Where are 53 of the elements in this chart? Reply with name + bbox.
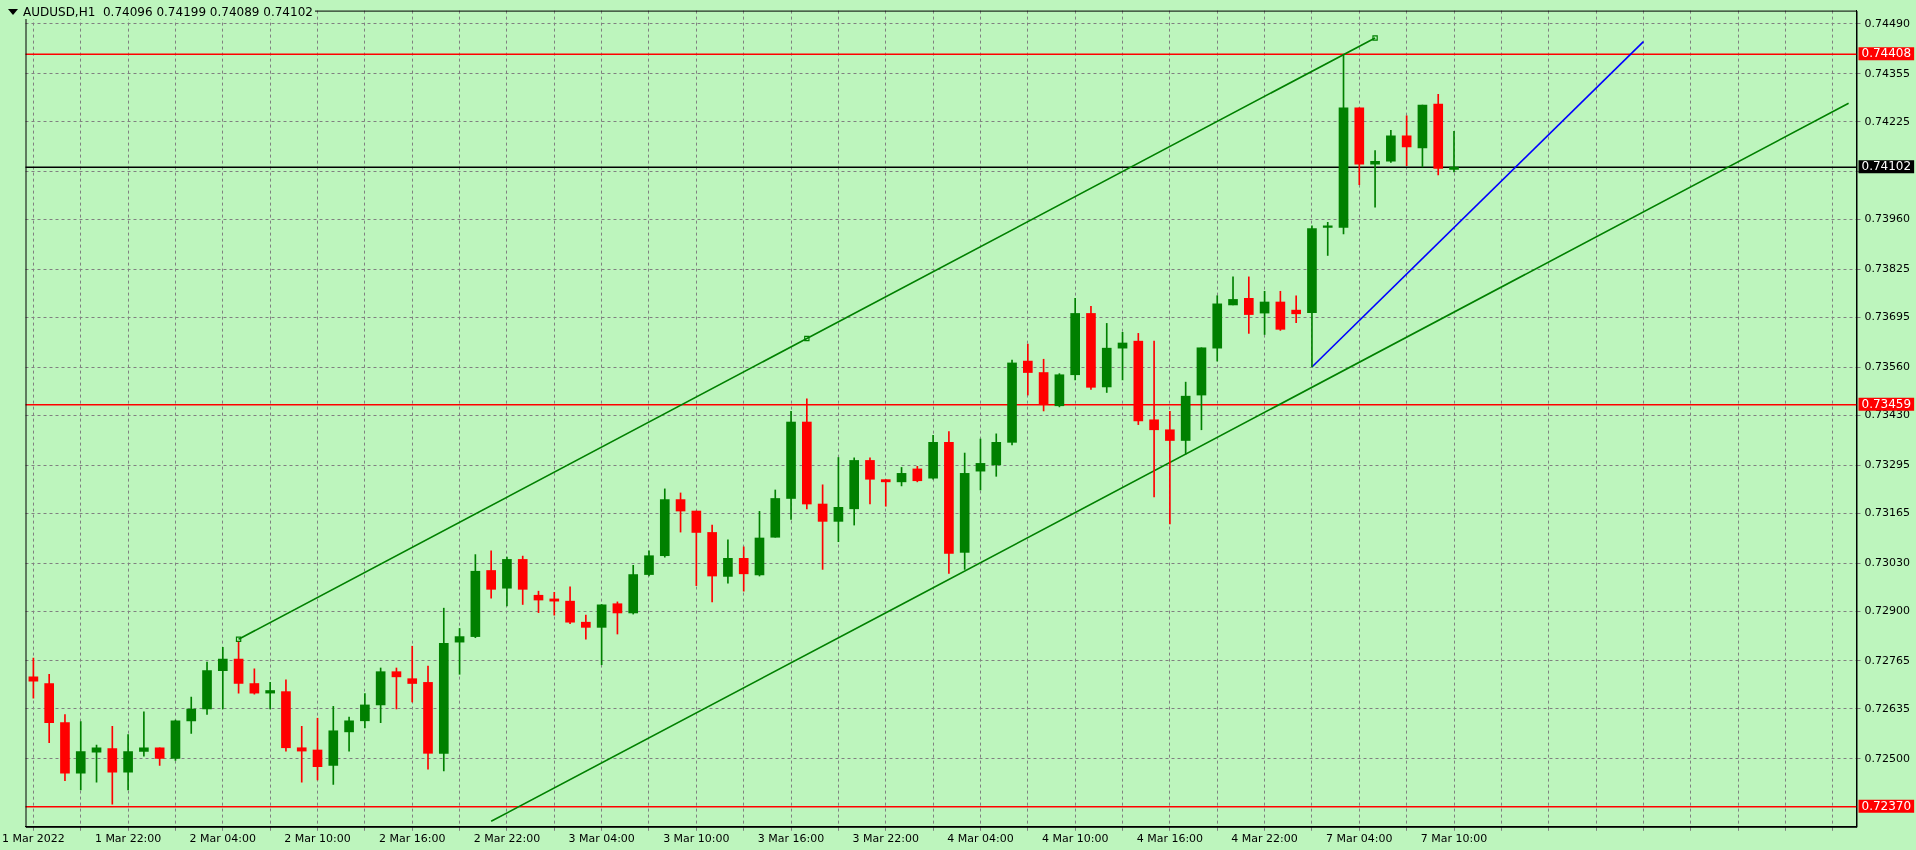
y-tick-label: 0.73165 xyxy=(1864,506,1911,520)
candlestick xyxy=(1165,410,1175,525)
candlestick xyxy=(1322,221,1333,256)
x-tick-label: 2 Mar 04:00 xyxy=(189,832,257,846)
point xyxy=(235,636,242,642)
x-tick-label: 3 Mar 22:00 xyxy=(852,832,919,846)
y-tick-label: 0.73295 xyxy=(1864,458,1911,472)
y-tick-label: 0.74490 xyxy=(1864,16,1911,30)
x-tick-label: 1 Mar 22:00 xyxy=(94,832,162,846)
x-tick-label: 3 Mar 10:00 xyxy=(663,832,730,846)
y-tick-label: 0.72900 xyxy=(1864,603,1911,617)
x-tick-label: 4 Mar 10:00 xyxy=(1041,832,1109,846)
candlestick xyxy=(880,479,891,507)
candlestick xyxy=(1291,295,1301,324)
y-tick-label: 0.74355 xyxy=(1864,66,1911,80)
x-tick-label: 4 Mar 16:00 xyxy=(1136,832,1204,846)
x-tick-label: 1 Mar 2022 xyxy=(2,832,65,846)
x-tick-label: 3 Mar 16:00 xyxy=(757,832,825,846)
point xyxy=(804,335,810,342)
candlestick xyxy=(217,646,228,710)
candlestick xyxy=(1228,276,1238,306)
candlestick xyxy=(265,682,275,710)
x-tick-label: 2 Mar 16:00 xyxy=(379,832,446,846)
candlestick xyxy=(1370,150,1380,208)
y-tick-label: 0.73560 xyxy=(1864,360,1911,374)
candlestick xyxy=(581,614,591,640)
candlestick xyxy=(1022,343,1033,396)
candlestick xyxy=(407,645,418,703)
y-tick-label: 0.73695 xyxy=(1864,310,1911,324)
x-tick-label: 7 Mar 04:00 xyxy=(1326,832,1393,846)
y-tick-label: 0.72635 xyxy=(1864,701,1911,715)
chart-title: AUDUSD,H1 0.74096 0.74199 0.74089 0.74102 xyxy=(23,5,313,19)
ref-line-label: 0.74408 xyxy=(1861,46,1912,61)
y-tick-label: 0.74225 xyxy=(1864,114,1911,128)
x-tick-label: 4 Mar 04:00 xyxy=(947,832,1014,846)
ref-line-label: 0.72370 xyxy=(1861,798,1912,813)
candlestick xyxy=(296,726,307,783)
x-tick-label: 7 Mar 10:00 xyxy=(1420,832,1488,846)
x-tick-label: 4 Mar 22:00 xyxy=(1231,832,1298,846)
y-tick-label: 0.73030 xyxy=(1864,555,1911,569)
y-tick-label: 0.73960 xyxy=(1864,212,1911,226)
ref-line-label: 0.73459 xyxy=(1861,396,1912,411)
point xyxy=(1372,35,1378,41)
y-tick-label: 0.73825 xyxy=(1864,262,1911,276)
y-tick-label: 0.73430 xyxy=(1864,408,1911,422)
y-tick-label: 0.72500 xyxy=(1864,751,1911,765)
x-tick-label: 2 Mar 10:00 xyxy=(284,832,351,846)
candlestick xyxy=(139,711,149,757)
y-tick-label: 0.72765 xyxy=(1864,653,1911,667)
x-tick-label: 3 Mar 04:00 xyxy=(568,832,635,846)
candlestick xyxy=(1449,131,1459,173)
ref-line-label: 0.74102 xyxy=(1861,159,1912,174)
x-tick-label: 2 Mar 22:00 xyxy=(473,832,541,846)
